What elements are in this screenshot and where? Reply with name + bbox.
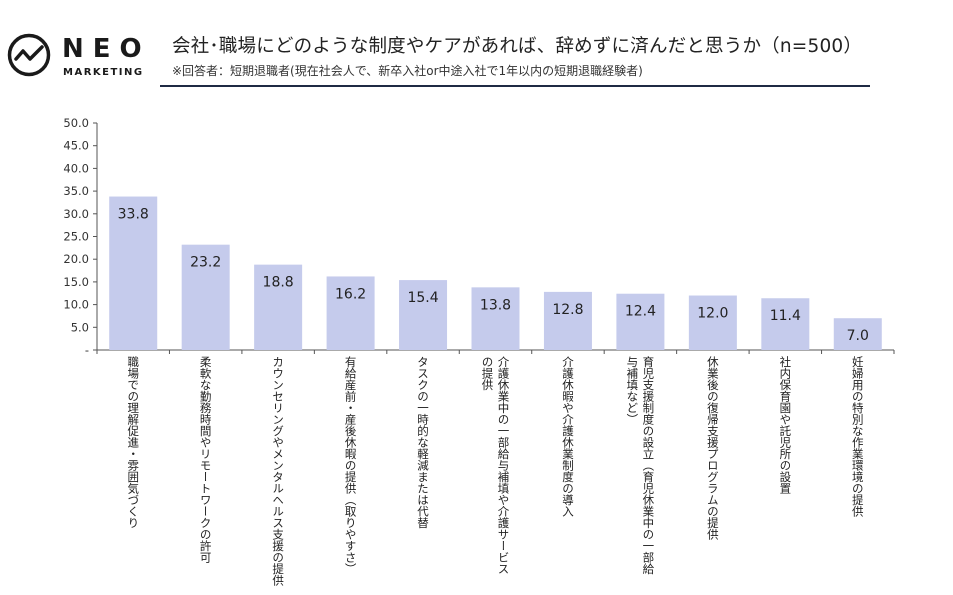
logo: NEO MARKETING <box>6 30 156 80</box>
bar <box>399 280 448 350</box>
bar <box>761 298 810 350</box>
bar <box>688 295 737 350</box>
category-label: 与補填など） <box>625 356 640 425</box>
data-label: 33.8 <box>118 207 149 223</box>
category-label: 職場での理解促進・雰囲気づくり <box>126 356 141 529</box>
bar <box>833 318 882 350</box>
y-tick-label: 20.0 <box>63 252 89 266</box>
category-label: の提供 <box>480 356 495 391</box>
bar <box>616 293 665 350</box>
data-label: 16.2 <box>335 286 366 302</box>
bar <box>181 244 230 350</box>
y-tick-label: 25.0 <box>63 230 89 244</box>
page-title: 会社･職場にどのような制度やケアがあれば、辞めずに済んだと思うか（n=500） <box>172 36 863 57</box>
data-label: 12.8 <box>552 302 583 318</box>
bar <box>471 287 520 350</box>
y-tick-label: 30.0 <box>63 207 89 221</box>
y-tick-label: 40.0 <box>63 161 89 175</box>
page-subtitle: ※回答者：短期退職者(現在社会人で、新卒入社or中途入社で1年以内の短期退職経験… <box>172 64 643 78</box>
category-label: 有給産前・産後休暇の提供（取りやすさ） <box>343 356 358 575</box>
bar <box>326 276 375 350</box>
category-label: 介護休暇や介護休業制度の導入 <box>560 356 575 517</box>
data-label: 13.8 <box>480 297 511 313</box>
logo-pulse-icon <box>7 33 51 77</box>
data-label: 18.8 <box>263 275 294 291</box>
data-label: 15.4 <box>407 290 438 306</box>
category-label: 育児支援制度の設立（育児休業中の一部給 <box>641 356 656 575</box>
y-tick-label: 15.0 <box>63 275 89 289</box>
bar <box>543 291 592 350</box>
category-label: タスクの一時的な軽減または代替 <box>416 356 431 529</box>
data-label: 11.4 <box>770 308 801 324</box>
logo-name: NEO <box>62 34 151 64</box>
logo-subtext: MARKETING <box>63 67 144 78</box>
bar <box>254 264 303 350</box>
y-tick-label: - <box>85 343 89 357</box>
y-tick-label: 35.0 <box>63 184 89 198</box>
category-label: 休業後の復帰支援プログラムの提供 <box>705 356 720 540</box>
category-label: 妊婦用の特別な作業環境の提供 <box>850 356 865 517</box>
category-label: カウンセリングやメンタルヘルス支援の提供 <box>271 356 286 586</box>
y-tick-label: 45.0 <box>63 139 89 153</box>
data-label: 12.0 <box>697 306 728 322</box>
y-tick-label: 50.0 <box>63 116 89 130</box>
bar <box>109 196 158 350</box>
y-tick-label: 10.0 <box>63 298 89 312</box>
data-label: 12.4 <box>625 304 656 320</box>
data-label: 23.2 <box>190 255 221 271</box>
category-label: 社内保育園や託児所の設置 <box>778 356 793 494</box>
title-underline <box>160 85 870 87</box>
category-label: 柔軟な勤務時間やリモートワークの許可 <box>198 356 213 563</box>
category-label: 介護休業中の一部給与補填や介護サービス <box>496 356 511 575</box>
y-tick-label: 5.0 <box>71 320 89 334</box>
data-label: 7.0 <box>847 328 869 344</box>
